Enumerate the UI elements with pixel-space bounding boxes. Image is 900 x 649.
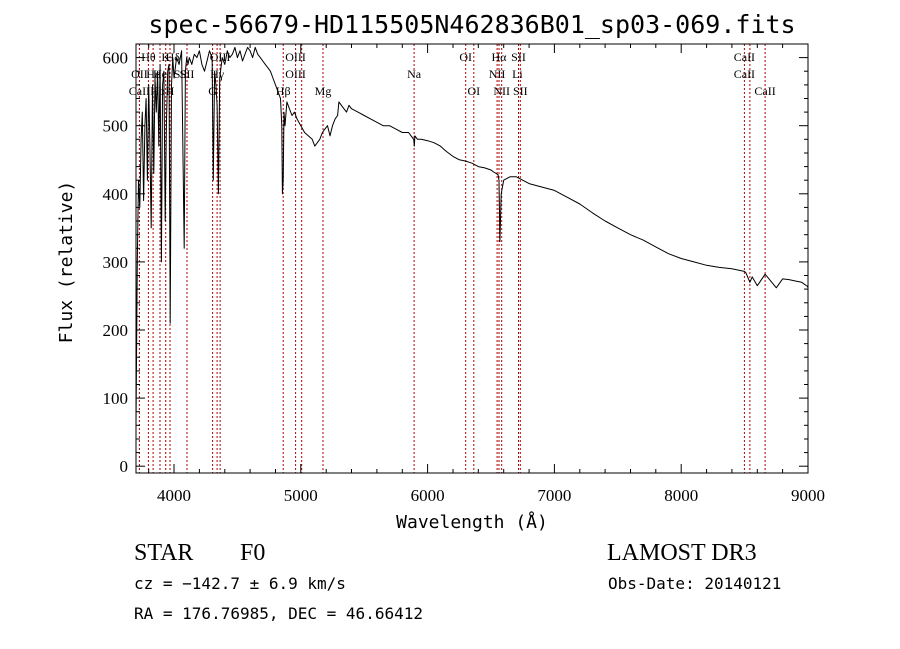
plot-frame: [135, 43, 809, 474]
x-tick-label: 8000: [664, 486, 698, 505]
spectral-line-label: K: [161, 50, 170, 64]
spectral-line-label: SII: [511, 50, 526, 64]
object-class: STAR: [134, 540, 194, 566]
y-tick-label: 100: [103, 389, 129, 408]
spectral-line-label: OII: [131, 67, 148, 81]
spectral-line-label: Mg: [315, 84, 332, 98]
spectral-line-label: OI: [467, 84, 480, 98]
y-tick-label: 600: [103, 49, 129, 68]
x-tick-label: 9000: [791, 486, 825, 505]
y-tick-label: 200: [103, 321, 129, 340]
y-axis-ticks: 0 100 200 300 400 500 600: [103, 49, 808, 476]
series: [135, 46, 809, 426]
spectral-subclass: F0: [240, 540, 266, 566]
survey-name: LAMOST DR3: [607, 540, 757, 566]
spectral-line-label: Hθ: [141, 50, 156, 64]
x-tick-label: 6000: [411, 486, 445, 505]
x-tick-label: 4000: [157, 486, 191, 505]
observation-date: Obs-Date: 20140121: [608, 574, 782, 593]
spectral-line-label: CaII: [734, 50, 755, 64]
x-axis-ticks: 4000 5000 6000 7000 8000 9000: [148, 44, 825, 505]
marker-lines: [138, 44, 766, 473]
y-tick-label: 400: [103, 185, 129, 204]
sky-coordinates: RA = 176.76985, DEC = 46.66412: [134, 604, 423, 623]
spectral-line-label: Li: [512, 67, 523, 81]
chart-title: spec-56679-HD115505N462836B01_sp03-069.f…: [148, 10, 795, 39]
spectrum-line: [135, 46, 809, 426]
x-axis-label: Wavelength (Å): [396, 511, 548, 533]
spectral-line-label: Hε: [146, 67, 160, 81]
x-tick-label: 5000: [284, 486, 318, 505]
spectral-line-label: CaII: [734, 67, 755, 81]
spectral-line-label: OI: [459, 50, 472, 64]
spectral-line-label: NII: [493, 84, 510, 98]
y-tick-label: 300: [103, 253, 129, 272]
y-axis-label: Flux (relative): [56, 181, 77, 344]
x-tick-label: 7000: [537, 486, 571, 505]
spectral-line-label: NII: [489, 67, 506, 81]
spectral-line-label: CaII: [754, 84, 775, 98]
redshift-value: cz = −142.7 ± 6.9 km/s: [134, 574, 346, 593]
y-tick-label: 500: [103, 117, 129, 136]
spectral-line-label: Na: [407, 67, 422, 81]
spectral-line-label: H: [166, 84, 175, 98]
y-tick-label: 0: [120, 457, 129, 476]
spectral-line-label: Sil: [174, 67, 188, 81]
spectral-line-label: OIII: [285, 50, 306, 64]
spectral-line-label: Hα: [492, 50, 508, 64]
spectral-line-label: CaII: [129, 84, 150, 98]
spectral-line-label: SII: [513, 84, 528, 98]
spectral-line-label: OIII: [285, 67, 306, 81]
spectral-line-label: SII: [180, 67, 195, 81]
